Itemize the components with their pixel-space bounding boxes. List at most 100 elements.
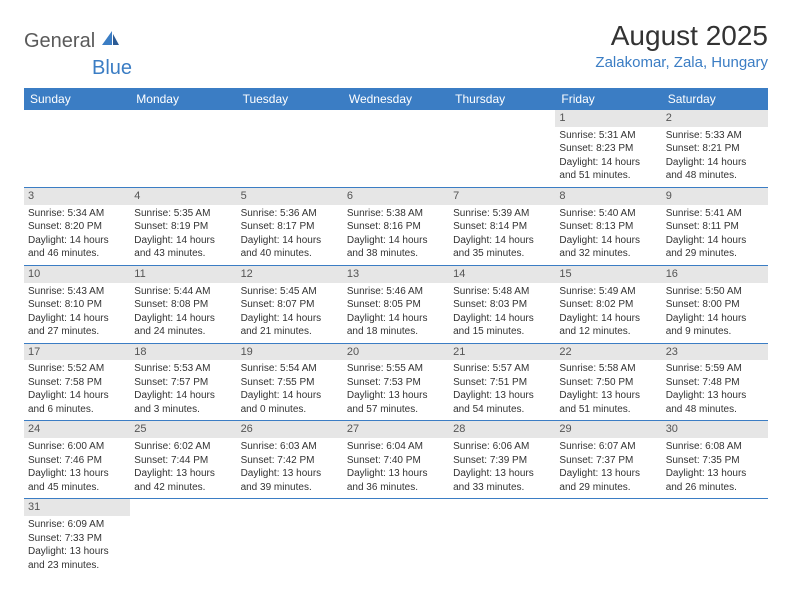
day-detail-line: and 29 minutes. — [666, 247, 764, 261]
day-number: 14 — [449, 266, 555, 283]
day-detail-line: and 9 minutes. — [666, 325, 764, 339]
day-number: 8 — [555, 188, 661, 205]
calendar-cell: 25Sunrise: 6:02 AMSunset: 7:44 PMDayligh… — [130, 421, 236, 499]
day-detail-line: Sunset: 7:57 PM — [134, 376, 232, 390]
day-detail-line: Daylight: 14 hours — [28, 234, 126, 248]
day-detail-line: Sunset: 7:33 PM — [28, 532, 126, 546]
day-details: Sunrise: 6:04 AMSunset: 7:40 PMDaylight:… — [343, 438, 449, 498]
day-detail-line: Sunrise: 5:55 AM — [347, 362, 445, 376]
day-details: Sunrise: 6:09 AMSunset: 7:33 PMDaylight:… — [24, 516, 130, 576]
day-detail-line: Sunrise: 5:38 AM — [347, 207, 445, 221]
day-detail-line: Sunrise: 6:02 AM — [134, 440, 232, 454]
day-detail-line: and 15 minutes. — [453, 325, 551, 339]
day-details: Sunrise: 5:59 AMSunset: 7:48 PMDaylight:… — [662, 360, 768, 420]
calendar-week-row: 10Sunrise: 5:43 AMSunset: 8:10 PMDayligh… — [24, 265, 768, 343]
day-detail-line: Sunrise: 6:09 AM — [28, 518, 126, 532]
calendar-cell: 1Sunrise: 5:31 AMSunset: 8:23 PMDaylight… — [555, 110, 661, 187]
day-detail-line: Sunset: 7:44 PM — [134, 454, 232, 468]
day-detail-line: and 27 minutes. — [28, 325, 126, 339]
day-detail-line: Sunrise: 5:44 AM — [134, 285, 232, 299]
day-detail-line: Daylight: 13 hours — [347, 389, 445, 403]
day-number: 6 — [343, 188, 449, 205]
calendar-cell — [237, 110, 343, 187]
day-detail-line: Sunrise: 5:35 AM — [134, 207, 232, 221]
day-number: 7 — [449, 188, 555, 205]
day-detail-line: Daylight: 13 hours — [559, 467, 657, 481]
day-detail-line: and 0 minutes. — [241, 403, 339, 417]
day-detail-line: and 18 minutes. — [347, 325, 445, 339]
day-detail-line: Sunrise: 5:40 AM — [559, 207, 657, 221]
day-detail-line: and 29 minutes. — [559, 481, 657, 495]
calendar-cell: 15Sunrise: 5:49 AMSunset: 8:02 PMDayligh… — [555, 265, 661, 343]
day-detail-line: Sunset: 8:16 PM — [347, 220, 445, 234]
day-detail-line: and 6 minutes. — [28, 403, 126, 417]
calendar-cell: 31Sunrise: 6:09 AMSunset: 7:33 PMDayligh… — [24, 499, 130, 576]
day-detail-line: Sunset: 8:11 PM — [666, 220, 764, 234]
day-number: 19 — [237, 344, 343, 361]
day-detail-line: Sunset: 7:39 PM — [453, 454, 551, 468]
day-detail-line: Daylight: 14 hours — [666, 234, 764, 248]
day-detail-line: Sunrise: 6:04 AM — [347, 440, 445, 454]
day-details: Sunrise: 5:34 AMSunset: 8:20 PMDaylight:… — [24, 205, 130, 265]
day-detail-line: and 12 minutes. — [559, 325, 657, 339]
day-number: 21 — [449, 344, 555, 361]
calendar-cell: 29Sunrise: 6:07 AMSunset: 7:37 PMDayligh… — [555, 421, 661, 499]
day-detail-line: Daylight: 14 hours — [347, 312, 445, 326]
day-detail-line: Sunset: 7:35 PM — [666, 454, 764, 468]
calendar-cell: 5Sunrise: 5:36 AMSunset: 8:17 PMDaylight… — [237, 187, 343, 265]
weekday-header: Thursday — [449, 88, 555, 110]
day-detail-line: Sunrise: 5:36 AM — [241, 207, 339, 221]
day-detail-line: Daylight: 14 hours — [666, 312, 764, 326]
day-details: Sunrise: 5:58 AMSunset: 7:50 PMDaylight:… — [555, 360, 661, 420]
day-details: Sunrise: 6:08 AMSunset: 7:35 PMDaylight:… — [662, 438, 768, 498]
day-number: 10 — [24, 266, 130, 283]
day-detail-line: Sunset: 8:13 PM — [559, 220, 657, 234]
weekday-header: Sunday — [24, 88, 130, 110]
calendar-cell: 27Sunrise: 6:04 AMSunset: 7:40 PMDayligh… — [343, 421, 449, 499]
day-detail-line: Sunrise: 6:06 AM — [453, 440, 551, 454]
day-detail-line: Daylight: 13 hours — [666, 389, 764, 403]
day-number: 13 — [343, 266, 449, 283]
day-detail-line: Daylight: 14 hours — [241, 234, 339, 248]
calendar-cell — [449, 110, 555, 187]
day-number: 17 — [24, 344, 130, 361]
day-details: Sunrise: 5:41 AMSunset: 8:11 PMDaylight:… — [662, 205, 768, 265]
day-detail-line: Sunset: 8:14 PM — [453, 220, 551, 234]
calendar-cell — [24, 110, 130, 187]
day-details: Sunrise: 5:46 AMSunset: 8:05 PMDaylight:… — [343, 283, 449, 343]
day-detail-line: Sunset: 8:00 PM — [666, 298, 764, 312]
calendar-cell: 24Sunrise: 6:00 AMSunset: 7:46 PMDayligh… — [24, 421, 130, 499]
day-detail-line: Sunrise: 5:49 AM — [559, 285, 657, 299]
calendar-cell: 30Sunrise: 6:08 AMSunset: 7:35 PMDayligh… — [662, 421, 768, 499]
day-detail-line: Daylight: 13 hours — [559, 389, 657, 403]
day-detail-line: Sunset: 7:40 PM — [347, 454, 445, 468]
day-number: 18 — [130, 344, 236, 361]
day-detail-line: and 46 minutes. — [28, 247, 126, 261]
day-detail-line: Sunset: 8:08 PM — [134, 298, 232, 312]
day-detail-line: and 42 minutes. — [134, 481, 232, 495]
calendar-cell: 22Sunrise: 5:58 AMSunset: 7:50 PMDayligh… — [555, 343, 661, 421]
day-detail-line: and 24 minutes. — [134, 325, 232, 339]
day-number: 1 — [555, 110, 661, 127]
day-details: Sunrise: 5:52 AMSunset: 7:58 PMDaylight:… — [24, 360, 130, 420]
day-details: Sunrise: 5:33 AMSunset: 8:21 PMDaylight:… — [662, 127, 768, 187]
day-detail-line: Sunrise: 5:31 AM — [559, 129, 657, 143]
day-details: Sunrise: 5:38 AMSunset: 8:16 PMDaylight:… — [343, 205, 449, 265]
day-detail-line: and 43 minutes. — [134, 247, 232, 261]
calendar-week-row: 24Sunrise: 6:00 AMSunset: 7:46 PMDayligh… — [24, 421, 768, 499]
day-detail-line: and 39 minutes. — [241, 481, 339, 495]
day-detail-line: Daylight: 13 hours — [241, 467, 339, 481]
day-details: Sunrise: 5:57 AMSunset: 7:51 PMDaylight:… — [449, 360, 555, 420]
day-details: Sunrise: 6:02 AMSunset: 7:44 PMDaylight:… — [130, 438, 236, 498]
day-details: Sunrise: 5:40 AMSunset: 8:13 PMDaylight:… — [555, 205, 661, 265]
day-detail-line: and 35 minutes. — [453, 247, 551, 261]
day-detail-line: Sunrise: 5:45 AM — [241, 285, 339, 299]
day-number: 27 — [343, 421, 449, 438]
calendar-cell — [343, 110, 449, 187]
day-details: Sunrise: 6:06 AMSunset: 7:39 PMDaylight:… — [449, 438, 555, 498]
day-detail-line: Sunrise: 5:54 AM — [241, 362, 339, 376]
day-detail-line: Daylight: 13 hours — [347, 467, 445, 481]
day-detail-line: Daylight: 14 hours — [241, 312, 339, 326]
day-number: 11 — [130, 266, 236, 283]
day-details: Sunrise: 6:07 AMSunset: 7:37 PMDaylight:… — [555, 438, 661, 498]
